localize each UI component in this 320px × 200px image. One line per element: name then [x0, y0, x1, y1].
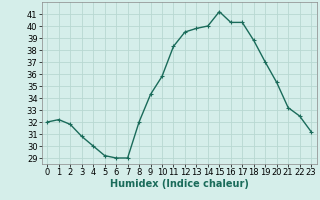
X-axis label: Humidex (Indice chaleur): Humidex (Indice chaleur) — [110, 179, 249, 189]
